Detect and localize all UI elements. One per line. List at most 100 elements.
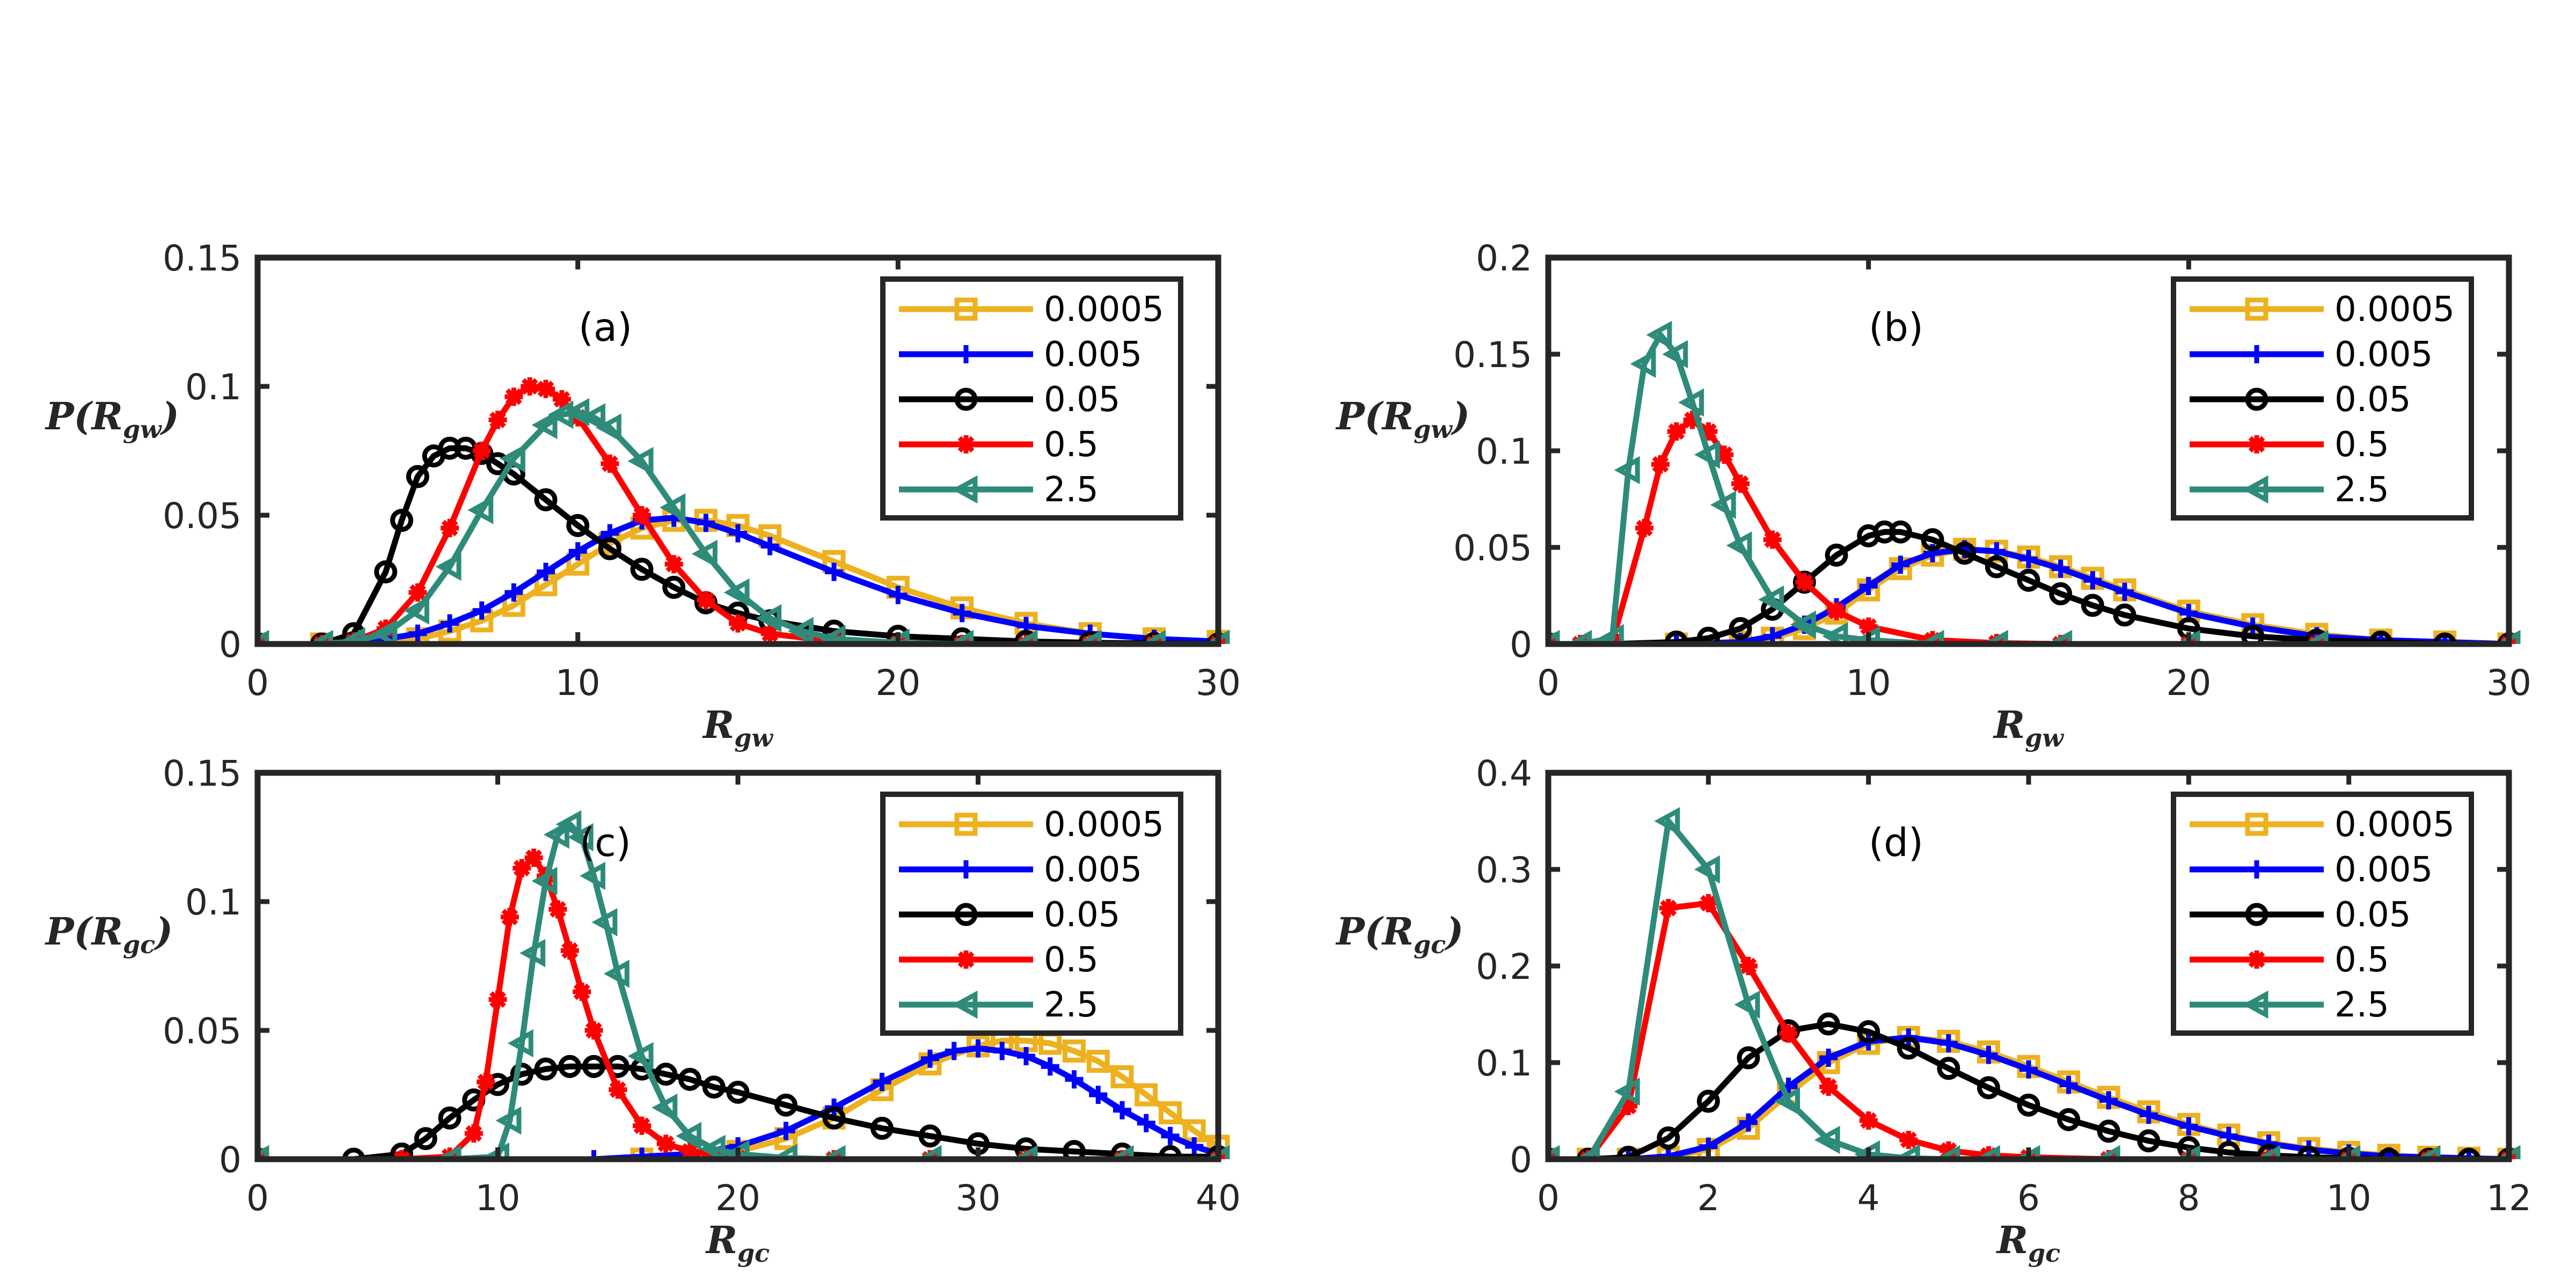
x-tick-label: 0 bbox=[1537, 1177, 1560, 1219]
x-axis-label: Rgc bbox=[705, 1218, 770, 1268]
data-point bbox=[1574, 1145, 1600, 1159]
series-line bbox=[1548, 1021, 2509, 1159]
x-tick-label: 30 bbox=[1196, 662, 1241, 704]
data-point bbox=[1921, 528, 1944, 552]
data-point bbox=[601, 455, 619, 473]
data-point bbox=[948, 630, 974, 644]
data-point bbox=[1899, 1131, 1918, 1149]
panel-tag: (a) bbox=[579, 305, 632, 350]
data-point bbox=[1897, 1036, 1920, 1060]
panel-tag: (d) bbox=[1869, 820, 1923, 865]
series-line bbox=[258, 517, 1219, 644]
data-point bbox=[1859, 577, 1878, 595]
data-point bbox=[2414, 1145, 2441, 1159]
data-point bbox=[603, 960, 630, 988]
data-point bbox=[390, 509, 413, 532]
y-tick-label: 0 bbox=[1510, 1139, 1532, 1181]
data-point bbox=[534, 1057, 558, 1081]
data-point bbox=[1041, 1057, 1059, 1076]
legend-label: 0.005 bbox=[1044, 335, 1142, 375]
legend-marker bbox=[2248, 950, 2266, 969]
data-point bbox=[504, 583, 523, 602]
data-point bbox=[531, 867, 558, 895]
data-point bbox=[1694, 440, 1720, 469]
data-point bbox=[566, 514, 590, 537]
data-point bbox=[510, 1063, 533, 1086]
y-tick-label: 0.15 bbox=[163, 238, 241, 279]
data-point bbox=[2019, 550, 2038, 568]
legend-marker bbox=[954, 813, 978, 836]
data-point bbox=[1619, 1097, 1638, 1115]
data-point bbox=[1678, 388, 1704, 417]
legend-marker bbox=[957, 950, 975, 969]
chart-panel-d: 0 2 4 6 8 10 12 0 0.1 0.2 0.3 0.4 Rgc P(Rgc) (d) 0.0005… bbox=[1335, 753, 2531, 1268]
data-point bbox=[1159, 1101, 1182, 1125]
y-tick-label: 0.2 bbox=[1476, 946, 1532, 987]
y-axis-label: P(Rgw) bbox=[1335, 394, 1470, 444]
data-point bbox=[1017, 1047, 1035, 1065]
data-point bbox=[1891, 555, 1910, 574]
data-point bbox=[598, 537, 621, 560]
series-line bbox=[258, 515, 1219, 644]
data-point bbox=[1696, 626, 1720, 644]
data-point bbox=[1566, 630, 1592, 644]
legend-marker bbox=[957, 860, 975, 879]
data-point bbox=[548, 900, 567, 919]
data-point bbox=[1825, 543, 1848, 567]
data-point bbox=[1758, 585, 1784, 614]
data-point bbox=[1953, 541, 1977, 565]
data-point bbox=[488, 990, 507, 1009]
legend-marker bbox=[952, 990, 978, 1019]
series-0.05 bbox=[1548, 1012, 2521, 1159]
data-point bbox=[953, 604, 971, 623]
legend-label: 0.005 bbox=[2334, 335, 2433, 375]
legend-marker bbox=[2245, 387, 2268, 411]
data-point bbox=[1982, 630, 2008, 644]
y-tick-label: 0 bbox=[1510, 624, 1532, 665]
data-point bbox=[627, 447, 654, 475]
data-point bbox=[1696, 1089, 1720, 1113]
series-0.5 bbox=[258, 848, 1227, 1159]
data-point bbox=[537, 562, 555, 581]
legend-label: 0.0005 bbox=[1044, 805, 1164, 845]
data-point bbox=[558, 1055, 582, 1078]
data-point bbox=[1012, 630, 1038, 644]
data-point bbox=[662, 575, 686, 599]
data-point bbox=[652, 1093, 678, 1122]
data-point bbox=[1699, 422, 1718, 441]
data-point bbox=[477, 1073, 495, 1091]
series-0.5 bbox=[1548, 894, 2518, 1159]
data-point bbox=[2255, 1145, 2280, 1159]
data-point bbox=[1774, 1087, 1800, 1116]
data-point bbox=[1654, 807, 1680, 836]
x-tick-label: 6 bbox=[2017, 1177, 2040, 1219]
data-point bbox=[467, 496, 494, 524]
data-point bbox=[1614, 1077, 1640, 1106]
data-point bbox=[1819, 1078, 1838, 1096]
legend-marker bbox=[2242, 990, 2268, 1019]
data-point bbox=[609, 1080, 627, 1099]
data-point bbox=[921, 1049, 939, 1068]
data-point bbox=[499, 444, 525, 473]
data-point bbox=[2113, 603, 2136, 627]
data-point bbox=[1859, 617, 1878, 636]
data-point bbox=[534, 488, 558, 511]
data-point bbox=[825, 562, 843, 581]
data-point bbox=[564, 398, 590, 427]
data-point bbox=[438, 1106, 462, 1130]
data-point bbox=[1790, 610, 1816, 639]
data-point bbox=[582, 1055, 605, 1078]
data-point bbox=[1737, 1046, 1760, 1070]
legend-marker bbox=[954, 297, 978, 321]
y-tick-label: 0.3 bbox=[1476, 850, 1532, 891]
y-tick-label: 0.05 bbox=[1453, 528, 1532, 569]
data-point bbox=[555, 810, 582, 839]
data-point bbox=[1063, 1039, 1086, 1063]
data-point bbox=[723, 578, 750, 607]
x-tick-label: 20 bbox=[875, 662, 920, 704]
data-point bbox=[568, 542, 587, 561]
data-point bbox=[408, 624, 427, 643]
data-point bbox=[1859, 1111, 1878, 1130]
data-point bbox=[1974, 1145, 2000, 1159]
data-point bbox=[702, 1075, 726, 1099]
